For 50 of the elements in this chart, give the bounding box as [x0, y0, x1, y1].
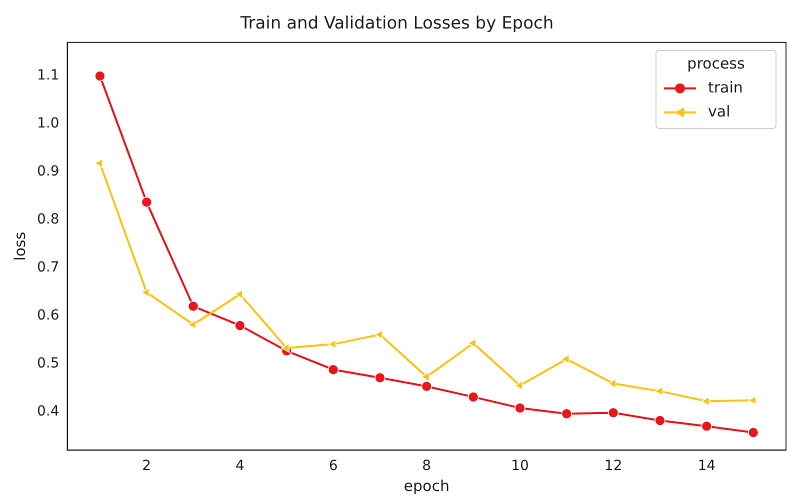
legend-title: process — [687, 54, 745, 72]
y-tick-label: 0.7 — [37, 260, 60, 276]
x-tick-label: 8 — [422, 458, 432, 474]
point — [234, 290, 243, 300]
point — [701, 420, 712, 432]
y-tick-label: 0.5 — [37, 355, 60, 372]
y-tick-label: 0.4 — [37, 403, 60, 420]
point — [654, 386, 663, 396]
x-tick-label: 14 — [698, 458, 716, 474]
y-tick-label: 0.6 — [37, 308, 60, 324]
point — [188, 300, 199, 312]
point — [468, 392, 479, 402]
point — [561, 408, 572, 420]
point — [188, 320, 196, 330]
x-tick-label: 2 — [142, 458, 152, 474]
point — [468, 338, 476, 348]
x-axis-title: epoch — [404, 476, 450, 495]
point — [748, 427, 759, 438]
x-tick-label: 10 — [511, 458, 529, 474]
point — [141, 288, 150, 298]
point — [561, 354, 570, 364]
point — [701, 396, 710, 406]
y-tick-label: 0.8 — [37, 212, 60, 228]
chart-title: Train and Validation Losses by Epoch — [239, 14, 554, 34]
point — [608, 378, 616, 388]
point — [514, 402, 526, 414]
x-tick-label: 6 — [328, 458, 338, 474]
x-tick-label: 4 — [235, 458, 244, 474]
point — [374, 372, 386, 384]
legend-label: val — [708, 102, 730, 120]
point — [281, 343, 290, 353]
point — [421, 372, 430, 382]
y-axis-title: loss — [10, 232, 29, 261]
y-tick-label: 0.9 — [37, 164, 60, 180]
point — [328, 364, 339, 375]
point — [94, 70, 106, 82]
point — [141, 196, 152, 208]
point — [421, 380, 432, 392]
point — [748, 396, 756, 406]
x-tick-label: 12 — [604, 458, 622, 474]
point — [234, 320, 246, 331]
y-tick-label: 1.1 — [37, 68, 60, 84]
legend-label: train — [708, 78, 743, 96]
point — [514, 380, 523, 390]
point — [94, 158, 103, 168]
y-tick-label: 1.0 — [37, 116, 60, 132]
point — [328, 339, 336, 349]
point — [374, 330, 383, 340]
point — [608, 407, 619, 418]
point — [654, 415, 666, 426]
